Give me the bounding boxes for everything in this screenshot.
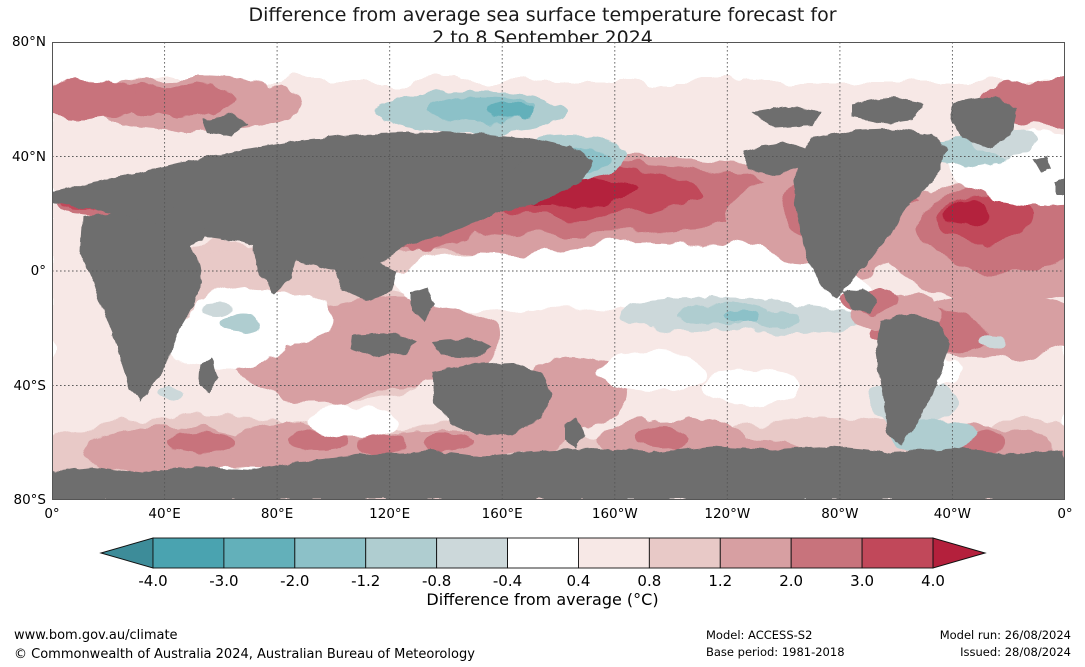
colorbar-svg: -4.0 -3.0 -2.0 -1.2 -0.8 -0.4 0.4 0.8 1.2 2.0 3.0 4…	[98, 537, 987, 590]
colorbar-swatch	[577, 537, 650, 569]
colorbar-swatch	[364, 537, 437, 569]
colorbar-tick-label: 1.2	[708, 572, 732, 590]
colorbar-swatch	[506, 537, 579, 569]
colorbar-tick-label: 2.0	[779, 572, 803, 590]
footer-copyright: © Commonwealth of Australia 2024, Austra…	[14, 647, 475, 662]
colorbar-swatch	[152, 537, 224, 569]
xtick-120e: 120°E	[369, 506, 411, 522]
chart-title-line1: Difference from average sea surface temp…	[248, 4, 837, 26]
footer-website[interactable]: www.bom.gov.au/climate	[14, 628, 178, 643]
land-layer	[52, 96, 1065, 500]
colorbar-swatch	[435, 537, 508, 569]
ytick-0: 0°	[30, 263, 46, 279]
colorbar-swatch	[861, 537, 933, 569]
xtick-80e: 80°E	[260, 506, 294, 522]
colorbar-caption: Difference from average (°C)	[426, 590, 659, 609]
colorbar-tick-label: -0.8	[421, 572, 450, 590]
colorbar-tick-label: 4.0	[921, 572, 945, 590]
ytick-40s: 40°S	[13, 377, 47, 394]
colorbar: -4.0 -3.0 -2.0 -1.2 -0.8 -0.4 0.4 0.8 1.2 2.0 3.0 4…	[0, 534, 1085, 594]
footer-model-run: Model run: 26/08/2024	[939, 628, 1071, 642]
sst-anomaly-map	[52, 42, 1065, 500]
colorbar-tick-label: -4.0	[138, 572, 167, 590]
footer: www.bom.gov.au/climate © Commonwealth of…	[0, 624, 1085, 667]
colorbar-tick-label: -3.0	[209, 572, 238, 590]
footer-issued: Issued: 28/08/2024	[960, 645, 1071, 659]
gridlines	[52, 42, 1065, 500]
colorbar-tick-label: -1.2	[351, 572, 380, 590]
colorbar-swatch	[293, 537, 366, 569]
colorbar-swatch	[719, 537, 792, 569]
colorbar-extend-high	[932, 537, 987, 569]
colorbar-tick-label: 3.0	[850, 572, 874, 590]
xtick-40w: 40°W	[933, 506, 972, 522]
xtick-80w: 80°W	[821, 506, 859, 522]
colorbar-tick-label: -2.0	[280, 572, 309, 590]
xtick-0w: 0°	[1057, 506, 1073, 522]
xtick-40e: 40°E	[148, 506, 181, 522]
colorbar-tick-label: -0.4	[492, 572, 521, 590]
colorbar-tick-label: 0.4	[566, 572, 590, 590]
colorbar-swatch	[222, 537, 295, 569]
colorbar-tick-label: 0.8	[637, 572, 661, 590]
ytick-80s: 80°S	[13, 492, 47, 508]
ytick-40n: 40°N	[11, 148, 46, 165]
colorbar-swatch	[648, 537, 721, 569]
colorbar-swatch	[790, 537, 863, 569]
xtick-160e: 160°E	[481, 506, 523, 522]
colorbar-extend-low	[98, 537, 153, 569]
xtick-120w: 120°W	[704, 506, 751, 522]
footer-model: Model: ACCESS-S2	[706, 628, 813, 642]
footer-base-period: Base period: 1981-2018	[706, 645, 845, 659]
xtick-160w: 160°W	[591, 506, 638, 522]
map-plot-area	[52, 42, 1065, 500]
xtick-0e: 0°	[44, 506, 60, 522]
